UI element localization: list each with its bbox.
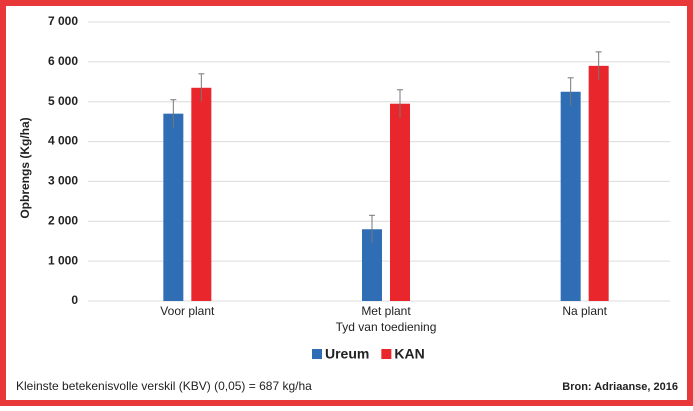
x-tick-label: Voor plant <box>160 304 215 318</box>
y-tick-label: 5 000 <box>48 94 78 108</box>
bar <box>390 103 410 301</box>
legend-label: KAN <box>394 346 424 362</box>
legend-swatch <box>312 349 322 359</box>
bar <box>362 229 382 301</box>
y-tick-label: 7 000 <box>48 14 78 28</box>
bar <box>588 65 609 301</box>
source: Bron: Adriaanse, 2016 <box>562 381 678 393</box>
bar <box>191 87 212 301</box>
y-axis-title: Opbrengs (Kg/ha) <box>18 117 32 218</box>
bar <box>560 91 581 301</box>
y-tick-label: 6 000 <box>48 54 78 68</box>
x-tick-label: Met plant <box>361 304 411 318</box>
y-tick-label: 2 000 <box>48 213 78 227</box>
x-axis-title: Tyd van toediening <box>336 320 437 334</box>
bar <box>163 113 184 302</box>
y-tick-label: 3 000 <box>48 174 78 188</box>
legend-label: Ureum <box>325 346 369 362</box>
note: Kleinste betekenisvolle verskil (KBV) (0… <box>16 379 312 393</box>
legend-swatch <box>381 349 392 359</box>
y-tick-label: 1 000 <box>48 253 78 267</box>
y-tick-label: 0 <box>71 293 78 307</box>
x-tick-label: Na plant <box>562 304 607 318</box>
y-tick-label: 4 000 <box>48 134 78 148</box>
